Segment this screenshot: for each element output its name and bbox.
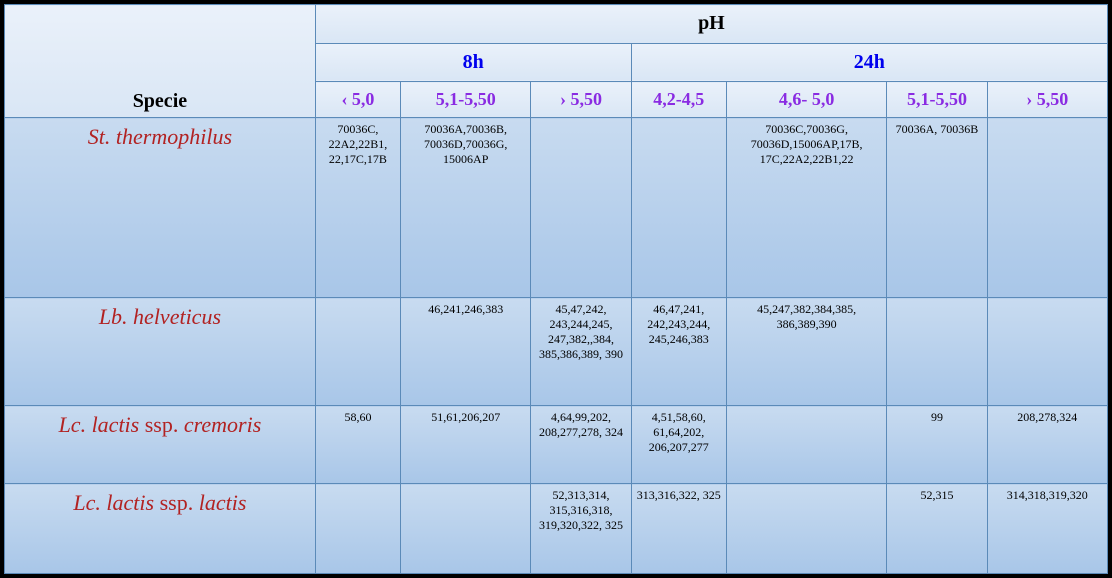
- cell: 4,64,99,202, 208,277,278, 324: [531, 406, 631, 484]
- cell: 52,313,314, 315,316,318, 319,320,322, 32…: [531, 484, 631, 574]
- col-header-8h: 8h: [315, 43, 631, 82]
- cell: [401, 484, 531, 574]
- table-row: Lb. helveticus 46,241,246,383 45,47,242,…: [5, 298, 1108, 406]
- specie-name: St. thermophilus: [5, 118, 316, 298]
- table-row: Lc. lactis ssp. lactis 52,313,314, 315,3…: [5, 484, 1108, 574]
- range-8h-2: 5,1-5,50: [401, 82, 531, 118]
- cell: 70036A,70036B, 70036D,70036G, 15006AP: [401, 118, 531, 298]
- table-row: St. thermophilus 70036C, 22A2,22B1, 22,1…: [5, 118, 1108, 298]
- cell: 70036A, 70036B: [887, 118, 987, 298]
- cell: 46,241,246,383: [401, 298, 531, 406]
- cell: 313,316,322, 325: [631, 484, 726, 574]
- specie-name: Lc. lactis ssp. cremoris: [5, 406, 316, 484]
- cell: 45,247,382,384,385, 386,389,390: [726, 298, 886, 406]
- range-24h-1: 4,2-4,5: [631, 82, 726, 118]
- specie-name: Lc. lactis ssp. lactis: [5, 484, 316, 574]
- cell: [726, 406, 886, 484]
- range-24h-3: 5,1-5,50: [887, 82, 987, 118]
- cell: 51,61,206,207: [401, 406, 531, 484]
- cell: 70036C, 22A2,22B1, 22,17C,17B: [315, 118, 400, 298]
- cell: 52,315: [887, 484, 987, 574]
- range-8h-3: › 5,50: [531, 82, 631, 118]
- cell: 99: [887, 406, 987, 484]
- range-24h-2: 4,6- 5,0: [726, 82, 886, 118]
- specie-name: Lb. helveticus: [5, 298, 316, 406]
- cell: 314,318,319,320: [987, 484, 1107, 574]
- ph-table: Specie pH 8h 24h ‹ 5,0 5,1-5,50 › 5,50 4…: [4, 4, 1108, 574]
- cell: [315, 484, 400, 574]
- cell: 45,47,242, 243,244,245, 247,382,,384, 38…: [531, 298, 631, 406]
- cell: [987, 298, 1107, 406]
- cell: [315, 298, 400, 406]
- range-24h-4: › 5,50: [987, 82, 1107, 118]
- col-header-24h: 24h: [631, 43, 1107, 82]
- table-frame: Specie pH 8h 24h ‹ 5,0 5,1-5,50 › 5,50 4…: [0, 0, 1112, 578]
- cell: [987, 118, 1107, 298]
- cell: 208,278,324: [987, 406, 1107, 484]
- cell: 4,51,58,60, 61,64,202, 206,207,277: [631, 406, 726, 484]
- cell: [726, 484, 886, 574]
- col-header-ph: pH: [315, 5, 1107, 44]
- cell: [887, 298, 987, 406]
- range-8h-1: ‹ 5,0: [315, 82, 400, 118]
- cell: 70036C,70036G, 70036D,15006AP,17B, 17C,2…: [726, 118, 886, 298]
- cell: [631, 118, 726, 298]
- cell: [531, 118, 631, 298]
- cell: 46,47,241, 242,243,244, 245,246,383: [631, 298, 726, 406]
- cell: 58,60: [315, 406, 400, 484]
- table-row: Lc. lactis ssp. cremoris 58,60 51,61,206…: [5, 406, 1108, 484]
- col-header-specie: Specie: [5, 5, 316, 118]
